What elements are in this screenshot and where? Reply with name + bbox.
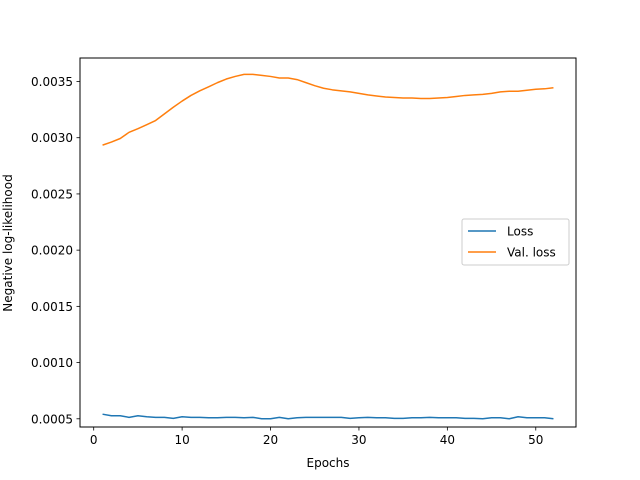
- series-line-val-loss: [102, 73, 554, 146]
- y-tick-label: 0.0025: [31, 187, 73, 201]
- x-tick-label: 30: [351, 433, 366, 447]
- x-tick-label: 0: [90, 433, 98, 447]
- series-layer: [102, 73, 554, 420]
- y-tick-label: 0.0035: [31, 75, 73, 89]
- y-tick-label: 0.0005: [31, 412, 73, 426]
- plot-frame: [79, 57, 577, 428]
- x-tick-label: 10: [174, 433, 189, 447]
- x-tick-label: 50: [528, 433, 543, 447]
- y-axis: 0.0005 0.0010 0.0015 0.0020 0.0025 0.0030 0.00…: [31, 75, 80, 426]
- y-tick-label: 0.0010: [31, 356, 73, 370]
- x-axis: 0 10 20 30 40 50: [90, 427, 543, 447]
- y-tick-label: 0.0015: [31, 300, 73, 314]
- x-tick-label: 20: [263, 433, 278, 447]
- legend-label-loss: Loss: [507, 225, 533, 239]
- y-axis-label: Negative log-likelihood: [1, 174, 15, 311]
- x-tick-label: 40: [440, 433, 455, 447]
- y-tick-label: 0.0020: [31, 244, 73, 258]
- series-line-loss: [102, 413, 554, 420]
- legend: Loss Val. loss: [461, 218, 570, 266]
- legend-label-val-loss: Val. loss: [507, 246, 556, 260]
- y-tick-label: 0.0030: [31, 131, 73, 145]
- x-axis-label: Epochs: [307, 456, 350, 470]
